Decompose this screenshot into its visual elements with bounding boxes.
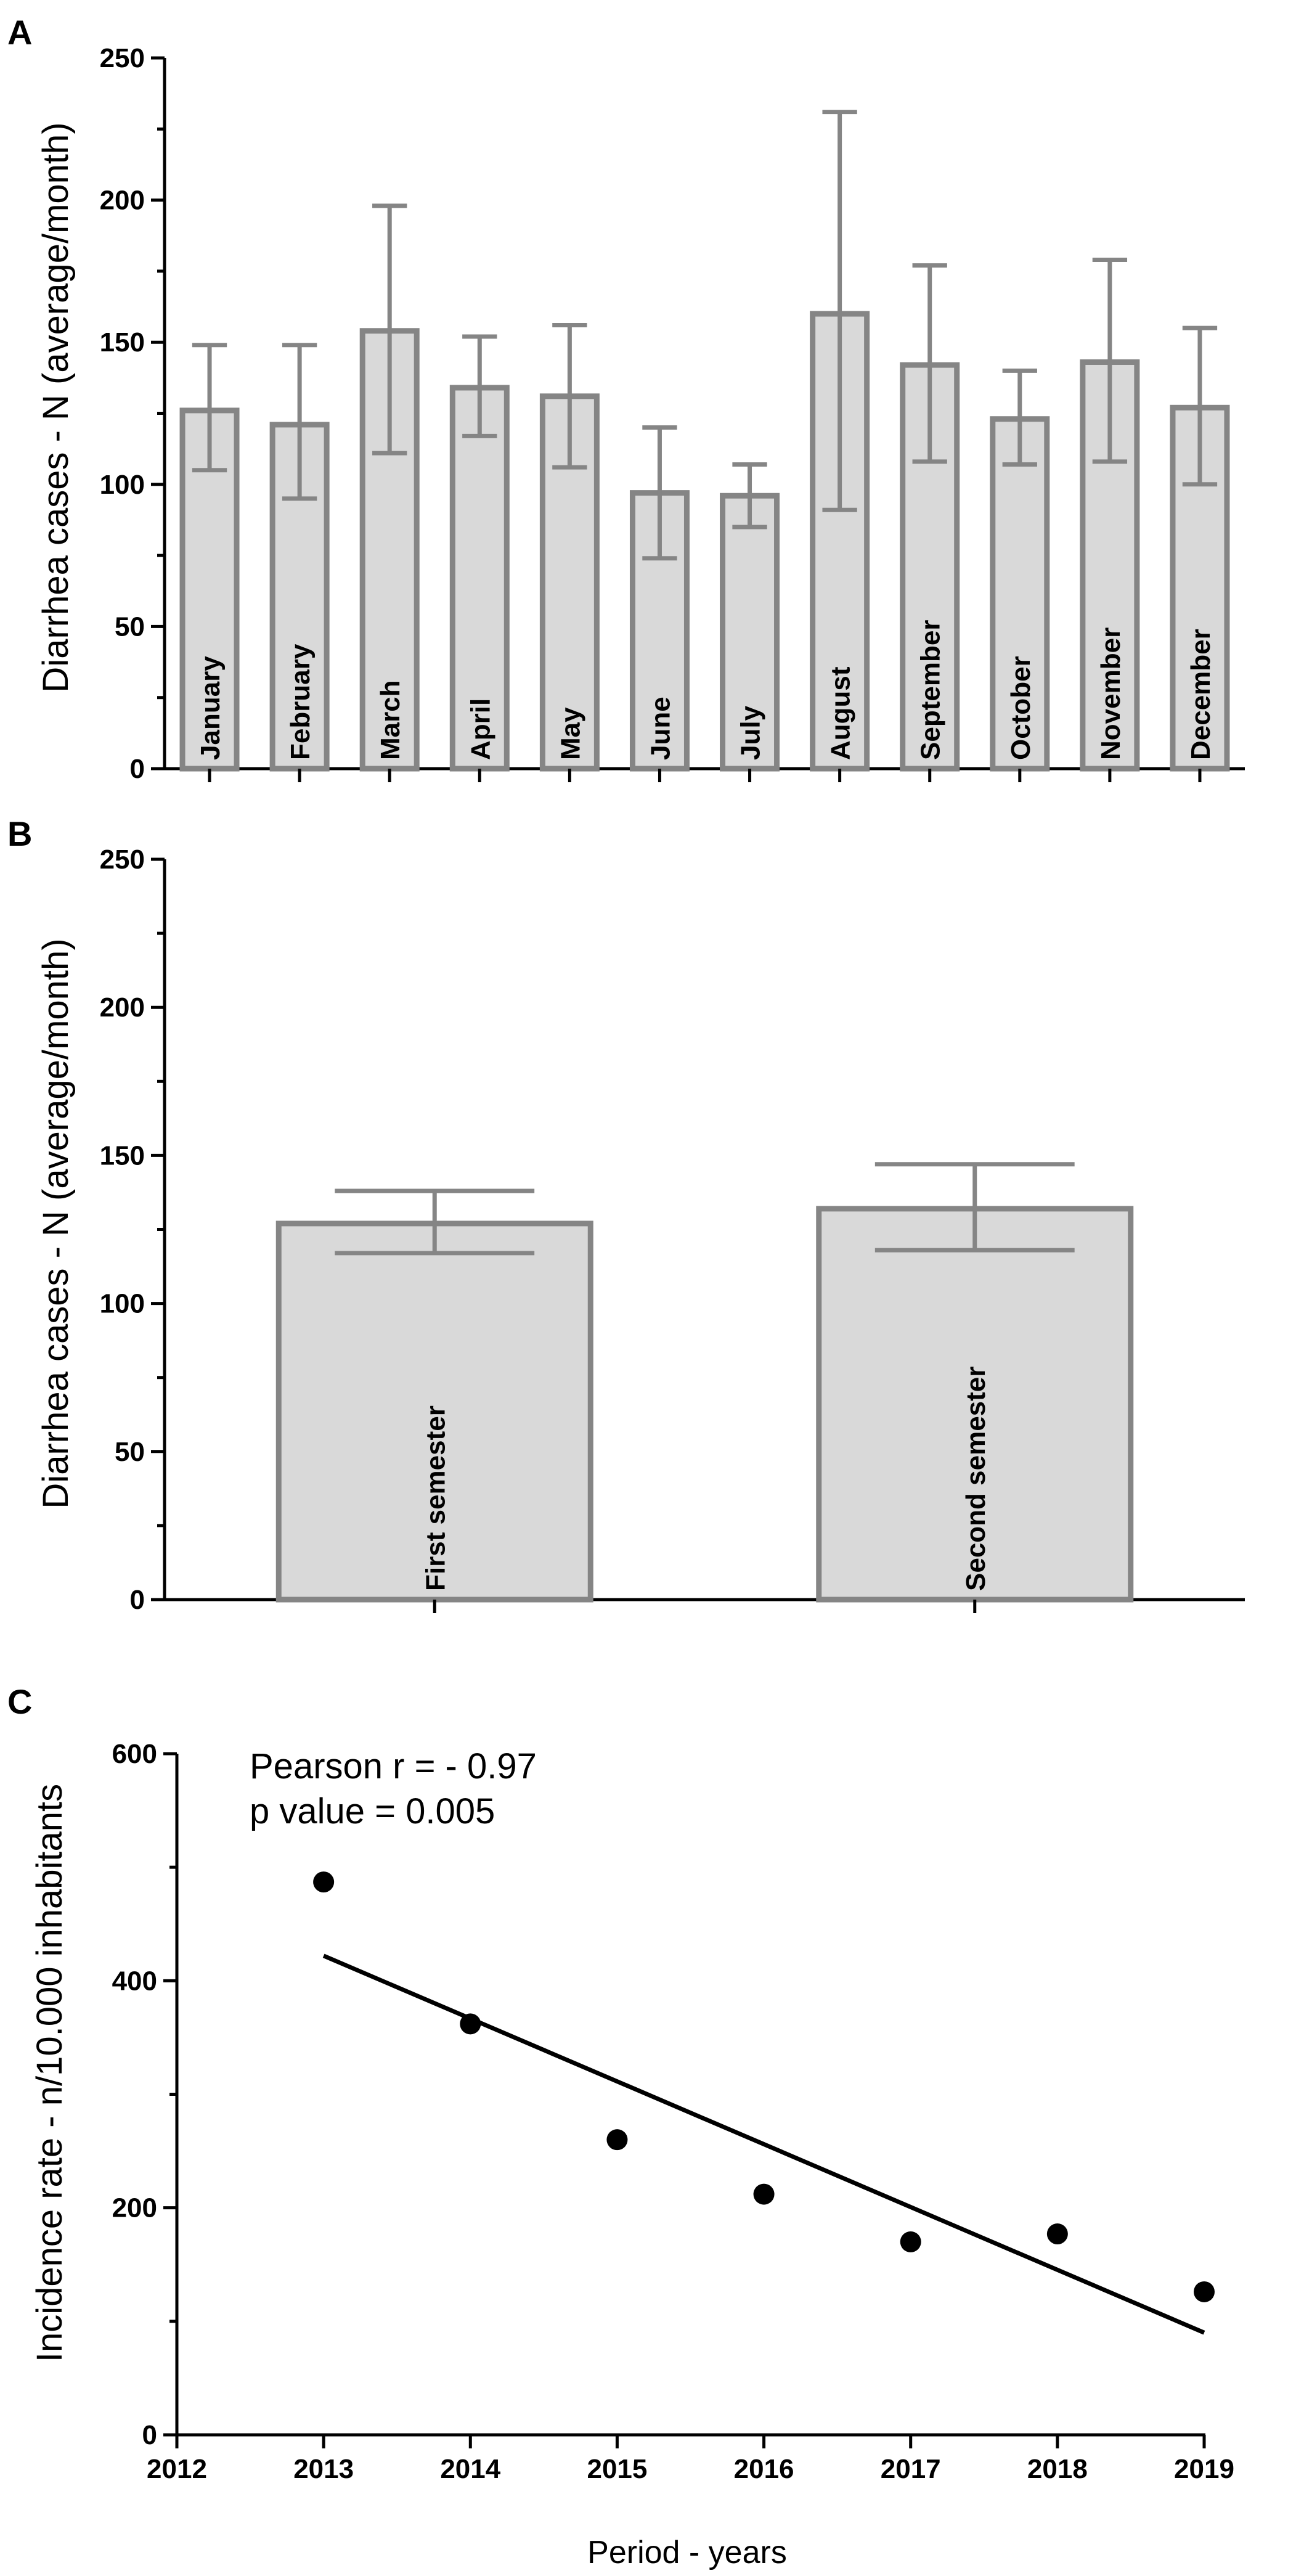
panel-c-x-tick-label: 2012 xyxy=(147,2454,207,2484)
panel-a-bar xyxy=(179,407,240,772)
panel-a-plot: 0 50 100 150 200 250 January February March April… xyxy=(100,43,1245,784)
data-point xyxy=(313,1871,335,1893)
panel-a-category-label: May xyxy=(555,707,585,760)
panel-b-category-label: Second semester xyxy=(961,1367,991,1591)
panel-letter-b: B xyxy=(7,814,32,853)
panel-c-x-tick-label: 2017 xyxy=(881,2454,941,2484)
panel-a-y-axis-label: Diarrhea cases - N (average/month) xyxy=(36,122,76,692)
panel-b-y-tick-label: 100 xyxy=(100,1289,145,1319)
panel-c-plot: 0 200 400 600 2012 2013 2014 2015 2016 2017 2018 20… xyxy=(112,1739,1234,2484)
panel-c-x-tick-label: 2019 xyxy=(1174,2454,1234,2484)
panel-a-category-label: June xyxy=(645,697,675,760)
panel-c-x-tick-label: 2014 xyxy=(440,2454,500,2484)
panel-b-y-tick-label: 0 xyxy=(130,1585,145,1615)
panel-a-y-tick-label: 200 xyxy=(100,186,145,216)
panel-b-category-label: First semester xyxy=(420,1405,450,1591)
panel-a-bar xyxy=(720,493,780,772)
panel-letter-c: C xyxy=(7,1682,32,1721)
panel-a-category-label: March xyxy=(375,680,406,760)
panel-a-category-label: December xyxy=(1186,629,1216,760)
panel-b-y-tick-label: 200 xyxy=(100,992,145,1023)
panel-c-y-tick-label: 200 xyxy=(112,2193,157,2223)
data-point xyxy=(1194,2281,1215,2302)
panel-a-category-label: August xyxy=(826,666,856,760)
panel-a-y-tick-label: 50 xyxy=(115,611,145,642)
panel-b-bar xyxy=(275,1221,593,1603)
panel-b-plot: 0 50 100 150 200 250 First semester Second seme… xyxy=(100,844,1245,1615)
panel-c-x-axis-label: Period - years xyxy=(587,2535,787,2570)
panel-b-y-axis-label: Diarrhea cases - N (average/month) xyxy=(36,938,76,1508)
panel-letter-a: A xyxy=(7,13,32,52)
panel-a-category-label: November xyxy=(1096,628,1126,760)
panel-a-y-tick-label: 0 xyxy=(130,754,145,784)
panel-b-y-tick-label: 150 xyxy=(100,1140,145,1171)
panel-a-bar xyxy=(269,422,330,772)
panel-a-category-label: January xyxy=(195,656,226,760)
data-point xyxy=(460,2013,481,2035)
panel-c-x-tick-label: 2013 xyxy=(293,2454,354,2484)
data-point xyxy=(606,2129,628,2151)
panel-a-category-label: October xyxy=(1006,656,1036,760)
panel-a-y-tick-label: 150 xyxy=(100,327,145,358)
p-value-annotation: p value = 0.005 xyxy=(250,1791,495,1831)
panel-c-y-tick-label: 0 xyxy=(142,2420,157,2450)
panel-a-category-label: July xyxy=(736,705,766,760)
panel-a-category-label: February xyxy=(285,644,316,760)
panel-a-bar xyxy=(449,385,510,772)
pearson-annotation: Pearson r = - 0.97 xyxy=(250,1746,537,1786)
panel-a-y-tick-label: 100 xyxy=(100,470,145,500)
panel-b-y-tick-label: 50 xyxy=(115,1437,145,1467)
panel-c-y-axis-label: Incidence rate - n/10.000 inhabitants xyxy=(30,1784,70,2362)
panel-a-category-label: April xyxy=(465,698,495,760)
panel-b-y-tick-label: 250 xyxy=(100,844,145,875)
panel-a-y-tick-label: 250 xyxy=(100,43,145,73)
data-point xyxy=(1046,2223,1068,2245)
panel-a-category-label: September xyxy=(916,620,946,760)
panel-c-x-tick-label: 2016 xyxy=(734,2454,794,2484)
data-point xyxy=(900,2231,921,2252)
panel-c-x-tick-label: 2015 xyxy=(587,2454,647,2484)
panel-c-y-tick-label: 600 xyxy=(112,1739,157,1769)
panel-c-y-tick-label: 400 xyxy=(112,1966,157,1996)
data-point xyxy=(753,2183,775,2205)
regression-line xyxy=(322,1953,1205,2335)
panel-c-x-tick-label: 2018 xyxy=(1027,2454,1088,2484)
